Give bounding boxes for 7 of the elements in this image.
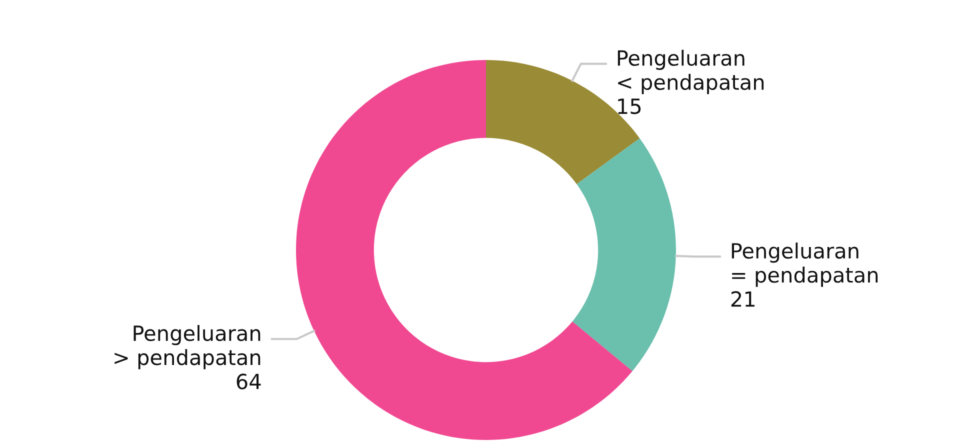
data-label: 15 [618,98,641,114]
slice-label: Pengeluaran > pendapatan [114,324,260,370]
data-label: 64 [236,374,261,390]
data-label: 21 [731,291,754,307]
slice-label: Pengeluaran < pendapatan [618,50,764,94]
donut-slice [572,138,676,372]
slice-label: Pengeluaran = pendapatan [732,242,878,287]
